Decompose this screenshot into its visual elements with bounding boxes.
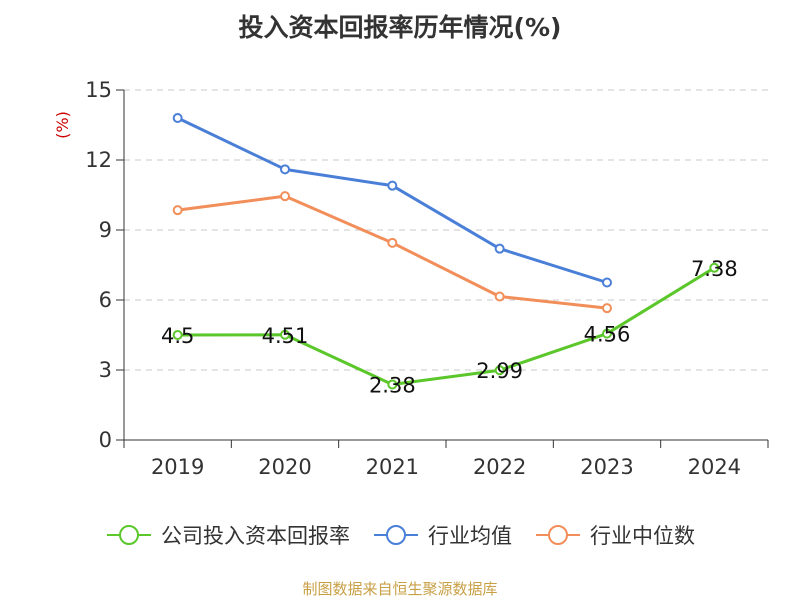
data-point — [280, 164, 290, 175]
legend-marker-industry-median — [536, 525, 580, 545]
x-tick-label: 2019 — [151, 455, 204, 479]
legend-label-company: 公司投入资本回报率 — [161, 524, 350, 548]
x-tick-label: 2022 — [473, 455, 526, 479]
legend-item-industry-median[interactable]: 行业中位数 — [534, 520, 695, 550]
data-point — [602, 303, 612, 314]
data-source-note: 制图数据来自恒生聚源数据库 — [302, 580, 498, 598]
data-point — [172, 113, 183, 123]
x-tick-label: 2020 — [258, 455, 311, 479]
data-point — [280, 191, 290, 202]
legend-marker-industry-mean — [374, 525, 418, 545]
legend-marker-company — [107, 525, 151, 545]
data-point — [387, 180, 398, 191]
data-label: 2.99 — [476, 359, 523, 383]
data-label: 4.5 — [161, 324, 194, 348]
y-tick-label: 0 — [99, 428, 112, 452]
line-chart: 0 3 6 9 12 15 (%) 2019 2020 2021 2022 2023 2024 4.5 4.… — [53, 78, 769, 479]
chart-title: 投入资本回报率历年情况(%) — [238, 13, 562, 42]
legend: 公司投入资本回报率 行业均值 行业中位数 — [0, 520, 800, 550]
y-axis-label: (%) — [53, 111, 72, 139]
x-tick-label: 2021 — [366, 455, 419, 479]
y-tick-label: 15 — [85, 78, 112, 102]
y-tick-label: 6 — [99, 288, 112, 312]
legend-item-company[interactable]: 公司投入资本回报率 — [105, 520, 350, 550]
data-point — [172, 205, 183, 216]
data-point — [387, 379, 398, 390]
data-point — [602, 328, 612, 339]
legend-item-industry-mean[interactable]: 行业均值 — [372, 520, 512, 550]
series-line — [177, 266, 716, 386]
series-line — [177, 116, 608, 284]
legend-label-industry-median: 行业中位数 — [590, 524, 695, 548]
y-tick-label: 3 — [99, 358, 112, 382]
y-tick-label: 12 — [85, 148, 112, 172]
x-tick-label: 2024 — [688, 455, 741, 479]
legend-label-industry-mean: 行业均值 — [428, 524, 512, 548]
series-line — [177, 194, 608, 310]
data-point — [602, 277, 612, 288]
data-label: 4.56 — [584, 323, 631, 347]
data-point — [494, 291, 505, 302]
data-point — [280, 329, 290, 340]
data-point — [172, 330, 183, 340]
data-point — [709, 262, 720, 273]
data-point — [494, 243, 505, 254]
data-label: 2.38 — [369, 373, 416, 397]
data-label: 4.51 — [262, 324, 309, 348]
y-tick-label: 9 — [99, 218, 112, 242]
data-point — [387, 237, 398, 248]
x-tick-label: 2023 — [580, 455, 633, 479]
data-point — [494, 365, 505, 376]
data-label: 7.38 — [691, 257, 738, 281]
